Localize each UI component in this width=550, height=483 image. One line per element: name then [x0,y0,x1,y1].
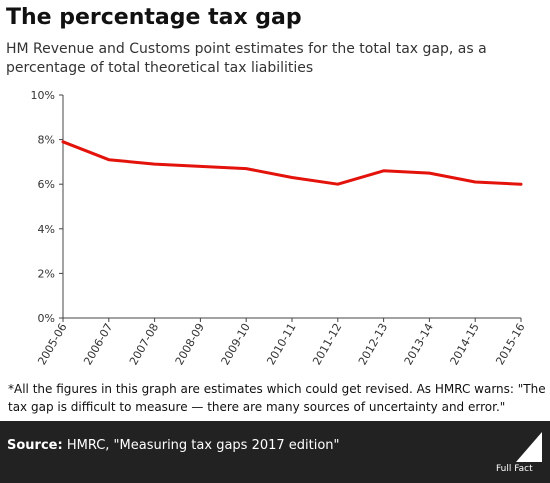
x-tick-label: 2007-08 [127,321,161,367]
source-label: Source: [7,438,63,453]
x-tick-label: 2006-07 [81,321,115,367]
line-chart: 0% 2% 4% 6% 8% 10% 2005-06 2006-07 2007-08 2008-0… [31,89,528,367]
y-tick-label: 4% [38,223,55,236]
logo-mark-icon [516,432,542,462]
x-tick-label: 2011-12 [310,321,344,367]
chart-title: The percentage tax gap [6,5,302,30]
x-tick-label: 2010-11 [264,321,298,367]
x-tick-label: 2015-16 [493,321,527,367]
chart-subtitle: HM Revenue and Customs point estimates f… [6,41,487,76]
full-fact-logo[interactable]: Full Fact [496,426,544,482]
x-tick-label: 2013-14 [402,321,436,367]
y-tick-label: 0% [38,312,55,325]
series-line [61,140,523,186]
x-tick-label: 2009-10 [219,321,253,367]
source-line: Source: HMRC, "Measuring tax gaps 2017 e… [7,438,340,453]
x-tick-label: 2008-09 [173,321,207,367]
source-text: HMRC, "Measuring tax gaps 2017 edition" [66,438,340,453]
footnote: *All the figures in this graph are estim… [8,382,546,414]
footer-bar: Source: HMRC, "Measuring tax gaps 2017 e… [0,421,550,483]
x-tick-label: 2014-15 [448,321,482,367]
x-tick-label: 2005-06 [35,321,69,367]
y-tick-label: 6% [38,178,55,191]
logo-text: Full Fact [496,464,533,474]
y-tick-label: 2% [38,267,55,280]
x-tick-label: 2012-13 [356,321,390,367]
y-tick-label: 10% [31,89,55,102]
y-tick-label: 8% [38,134,55,147]
